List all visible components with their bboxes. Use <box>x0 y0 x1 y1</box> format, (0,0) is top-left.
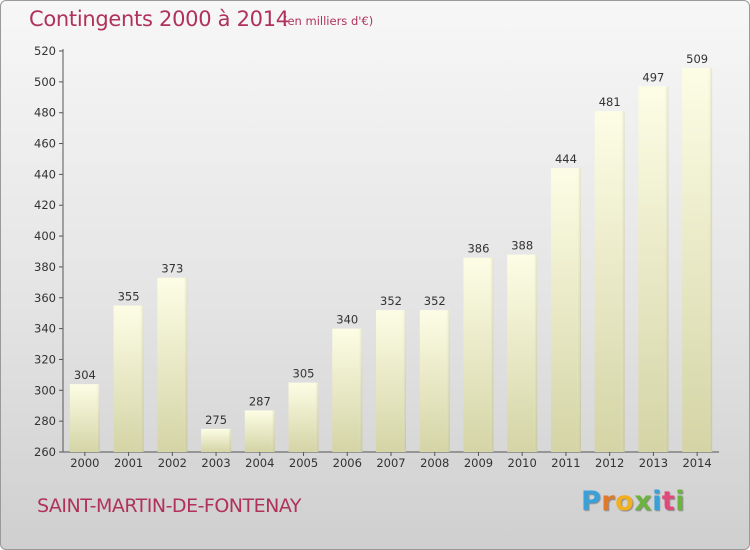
bar-shade-2009 <box>463 257 494 452</box>
value-label-2007: 352 <box>380 294 402 308</box>
x-tick-label: 2001 <box>114 456 143 470</box>
chart-title: Contingents 2000 à 2014 <box>29 7 289 31</box>
value-label-2002: 373 <box>161 262 183 276</box>
value-label-2014: 509 <box>686 52 708 66</box>
value-label-2004: 287 <box>249 394 271 408</box>
x-tick-label: 2003 <box>201 456 230 470</box>
value-label-2011: 444 <box>555 152 577 166</box>
x-tick-label: 2014 <box>682 456 711 470</box>
x-tick-label: 2007 <box>376 456 405 470</box>
bar-shade-2012 <box>594 111 625 453</box>
chart-subtitle: (en milliers d'€) <box>283 14 374 28</box>
bar-shade-2003 <box>201 428 232 452</box>
y-tick-label: 300 <box>34 383 56 397</box>
value-label-2009: 386 <box>467 242 489 256</box>
y-tick-label: 260 <box>34 445 56 459</box>
y-tick-label: 360 <box>34 291 56 305</box>
y-tick-label: 420 <box>34 198 56 212</box>
y-tick-label: 520 <box>34 44 56 58</box>
x-tick-label: 2004 <box>245 456 274 470</box>
y-tick-label: 440 <box>34 167 56 181</box>
value-label-2012: 481 <box>599 95 621 109</box>
x-tick-label: 2012 <box>595 456 624 470</box>
y-tick-label: 460 <box>34 137 56 151</box>
value-label-2003: 275 <box>205 413 227 427</box>
bar-shade-2005 <box>288 382 319 452</box>
x-tick-label: 2013 <box>639 456 668 470</box>
x-tick-label: 2008 <box>420 456 449 470</box>
y-tick-label: 400 <box>34 229 56 243</box>
y-tick-label: 500 <box>34 75 56 89</box>
bar-shade-2008 <box>419 310 450 452</box>
y-tick-label: 480 <box>34 106 56 120</box>
axes: 260 280 300 320 340 360 380 400 420 440 460 480 500 5… <box>34 44 719 470</box>
bar-shade-2007 <box>376 310 406 452</box>
bar-shade-2011 <box>550 168 581 452</box>
y-tick-label: 380 <box>34 260 56 274</box>
x-tick-label: 2002 <box>158 456 187 470</box>
x-tick-label: 2011 <box>551 456 580 470</box>
value-label-2000: 304 <box>74 368 96 382</box>
x-tick-label: 2000 <box>70 456 99 470</box>
x-tick-label: 2010 <box>508 456 537 470</box>
bar-shade-2001 <box>113 305 144 452</box>
bar-shade-2006 <box>332 328 363 452</box>
value-label-2006: 340 <box>336 313 358 327</box>
bar-shade-2010 <box>507 254 538 452</box>
bar-shade-2000 <box>69 384 100 452</box>
value-label-2001: 355 <box>118 289 140 303</box>
proxiti-logo: Proxiti <box>581 486 686 517</box>
value-label-2010: 388 <box>511 239 533 253</box>
bar-shade-2004 <box>244 410 275 452</box>
y-tick-label: 340 <box>34 322 56 336</box>
value-label-2005: 305 <box>293 367 315 381</box>
commune-name: SAINT-MARTIN-DE-FONTENAY <box>37 495 301 517</box>
bar-shade-2002 <box>157 277 188 452</box>
bar-shade-2013 <box>638 86 669 452</box>
x-tick-label: 2009 <box>464 456 493 470</box>
value-label-2008: 352 <box>424 294 446 308</box>
value-label-2013: 497 <box>642 70 664 84</box>
x-tick-label: 2006 <box>333 456 362 470</box>
x-tick-label: 2005 <box>289 456 318 470</box>
value-labels: 304 355 373 275 287 305 340 352 352 386 388 444 481 4… <box>74 52 708 427</box>
bar-shade-2014 <box>682 67 713 452</box>
y-tick-label: 320 <box>34 352 56 366</box>
y-tick-label: 280 <box>34 414 56 428</box>
bars <box>69 67 713 453</box>
